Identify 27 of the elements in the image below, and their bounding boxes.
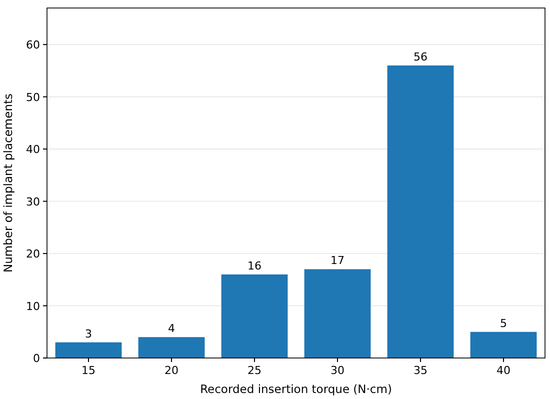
y-tick-label: 60	[26, 38, 40, 52]
x-axis-title: Recorded insertion torque (N·cm)	[200, 382, 392, 396]
x-tick-label: 20	[164, 364, 178, 377]
bar	[304, 269, 371, 358]
bar	[387, 65, 454, 358]
x-tick-label: 40	[496, 364, 510, 377]
x-tick-label: 30	[330, 364, 344, 377]
x-tick-label: 25	[248, 364, 262, 377]
y-tick-label: 40	[26, 143, 40, 156]
y-tick-label: 30	[26, 195, 40, 208]
y-tick-label: 50	[26, 90, 40, 104]
y-tick-label: 0	[33, 352, 40, 365]
bar	[55, 342, 122, 358]
bar	[470, 332, 537, 358]
data-label: 5	[500, 316, 507, 330]
x-tick-label: 15	[82, 364, 96, 377]
bar	[221, 274, 288, 358]
data-label: 56	[414, 50, 428, 64]
y-axis-title: Number of implant placements	[1, 94, 15, 272]
data-label: 3	[85, 327, 92, 340]
bar	[138, 337, 205, 358]
data-label: 16	[248, 259, 262, 272]
y-tick-label: 10	[26, 300, 40, 313]
data-label: 17	[330, 254, 344, 268]
x-tick-label: 35	[414, 364, 428, 377]
y-tick-label: 20	[26, 248, 40, 261]
data-label: 4	[168, 322, 175, 336]
